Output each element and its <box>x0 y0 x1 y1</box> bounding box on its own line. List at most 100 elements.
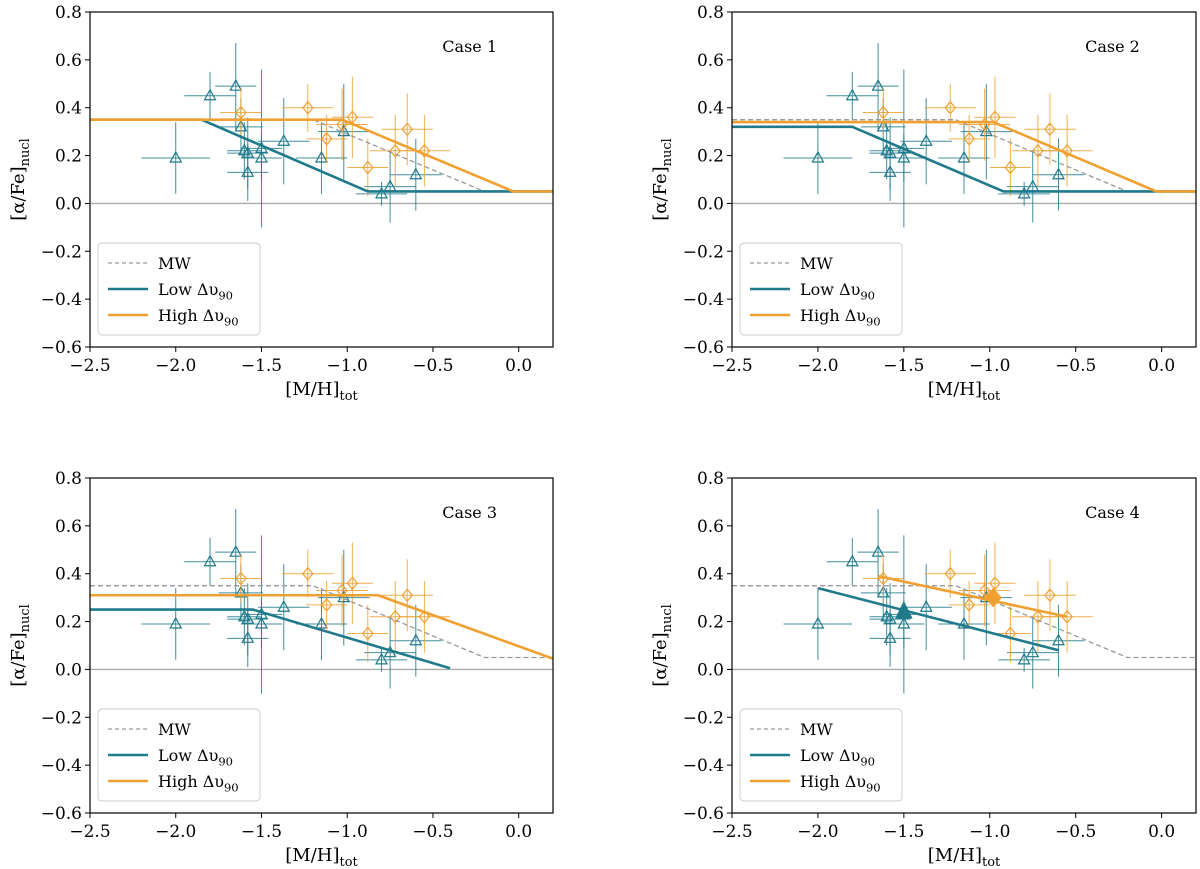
x-tick-label: −0.5 <box>1055 356 1096 376</box>
high-point <box>963 597 975 612</box>
low-point <box>883 145 897 158</box>
y-tick-label: −0.6 <box>41 804 82 824</box>
panel-case-1: −2.5 −2.0 −1.5 −1.0 −0.5 0.0 −0.6 −0.4 −0.2 0.0 0.… <box>8 3 554 404</box>
x-tick-label: −2.0 <box>797 356 838 376</box>
y-tick-label: −0.2 <box>41 708 82 728</box>
x-tick-label: −0.5 <box>1055 822 1096 842</box>
low-point <box>337 124 351 137</box>
y-tick-label: −0.4 <box>683 290 724 310</box>
legend-label-mw: MW <box>800 720 833 739</box>
low-point <box>169 150 183 163</box>
legend-label-mw: MW <box>158 720 191 739</box>
panel-case-4: −2.5 −2.0 −1.5 −1.0 −0.5 0.0 −0.6 −0.4 −0.2 0.0 0.… <box>650 469 1197 869</box>
y-axis-label: [α/Fe]nucl <box>650 604 675 687</box>
legend-label-mw: MW <box>800 254 833 273</box>
axes-frame <box>89 477 554 814</box>
x-tick-label: −1.0 <box>327 356 368 376</box>
high-point <box>978 583 991 598</box>
high-point <box>346 576 359 591</box>
high-point <box>389 609 402 624</box>
plot-area <box>732 509 1196 694</box>
high-point <box>1004 160 1017 175</box>
y-axis-label: [α/Fe]nucl <box>650 138 675 221</box>
high-point <box>1061 143 1073 158</box>
x-axis-label: [M/H]tot <box>285 845 358 869</box>
y-tick-label: −0.4 <box>41 756 82 776</box>
low-point <box>337 590 351 603</box>
y-tick-label: 0.4 <box>55 99 82 119</box>
high-line <box>877 574 1068 619</box>
x-tick-label: −2.0 <box>797 822 838 842</box>
low-mean-marker <box>895 600 913 619</box>
y-axis-label: [α/Fe]nucl <box>8 138 33 221</box>
y-tick-label: 0.2 <box>55 613 82 633</box>
panel-case-2: −2.5 −2.0 −1.5 −1.0 −0.5 0.0 −0.6 −0.4 −0.2 0.0 0.… <box>650 3 1197 404</box>
y-tick-label: 0.4 <box>697 99 724 119</box>
y-tick-label: 0.4 <box>55 565 82 585</box>
plot-area <box>90 43 553 228</box>
low-point <box>957 150 971 163</box>
x-tick-label: −2.5 <box>711 822 752 842</box>
axes-frame <box>731 11 1197 348</box>
low-point <box>1026 645 1040 658</box>
y-tick-label: 0.6 <box>697 517 724 537</box>
x-tick-label: −0.5 <box>412 356 453 376</box>
y-tick-label: −0.2 <box>683 708 724 728</box>
low-point <box>277 133 291 146</box>
low-point <box>229 78 243 91</box>
low-point <box>811 150 825 163</box>
y-tick-label: 0.0 <box>55 194 82 214</box>
y-tick-label: 0.6 <box>55 517 82 537</box>
x-tick-label: −2.0 <box>155 356 196 376</box>
high-point <box>1044 588 1056 603</box>
panel-case-3: −2.5 −2.0 −1.5 −1.0 −0.5 0.0 −0.6 −0.4 −0.2 0.0 0.… <box>8 469 554 869</box>
low-point <box>845 554 859 567</box>
x-tick-label: 0.0 <box>505 822 532 842</box>
y-tick-label: 0.0 <box>697 194 724 214</box>
high-point <box>989 576 1001 591</box>
high-point <box>362 160 374 175</box>
x-tick-label: −1.5 <box>241 822 282 842</box>
y-tick-label: 0.8 <box>55 3 82 23</box>
high-point <box>389 143 402 158</box>
low-point <box>409 633 423 646</box>
low-point <box>375 652 389 665</box>
y-tick-label: 0.0 <box>697 660 724 680</box>
mw-line <box>90 585 553 659</box>
low-point <box>277 599 291 612</box>
low-point <box>169 616 183 629</box>
high-point <box>877 105 890 120</box>
y-tick-label: −0.2 <box>683 242 724 262</box>
high-point <box>362 626 374 641</box>
x-tick-label: −2.0 <box>155 822 196 842</box>
y-tick-label: 0.8 <box>697 469 724 489</box>
legend-box <box>739 708 903 802</box>
mw-line <box>732 585 1196 659</box>
low-point <box>1017 186 1031 199</box>
high-point <box>302 566 314 581</box>
low-point <box>871 78 885 91</box>
x-tick-label: −1.5 <box>241 356 282 376</box>
low-point <box>241 611 255 624</box>
legend-label-low: Low Δυ90 <box>158 280 233 302</box>
low-point <box>237 609 251 622</box>
y-tick-label: 0.8 <box>55 469 82 489</box>
high-point <box>401 122 414 137</box>
low-point <box>229 544 243 557</box>
x-tick-label: 0.0 <box>505 356 532 376</box>
x-tick-label: −2.5 <box>69 822 110 842</box>
low-point <box>845 88 859 101</box>
y-tick-label: 0.4 <box>697 565 724 585</box>
high-point <box>302 100 314 115</box>
y-tick-label: 0.0 <box>55 660 82 680</box>
plot-area <box>732 43 1196 228</box>
high-point <box>944 100 957 115</box>
y-axis-label: [α/Fe]nucl <box>8 604 33 687</box>
y-tick-label: −0.6 <box>41 338 82 358</box>
low-line <box>90 608 451 670</box>
legend-label-low: Low Δυ90 <box>800 280 875 302</box>
low-point <box>883 611 897 624</box>
x-tick-label: −2.5 <box>69 356 110 376</box>
legend-box <box>97 708 261 802</box>
